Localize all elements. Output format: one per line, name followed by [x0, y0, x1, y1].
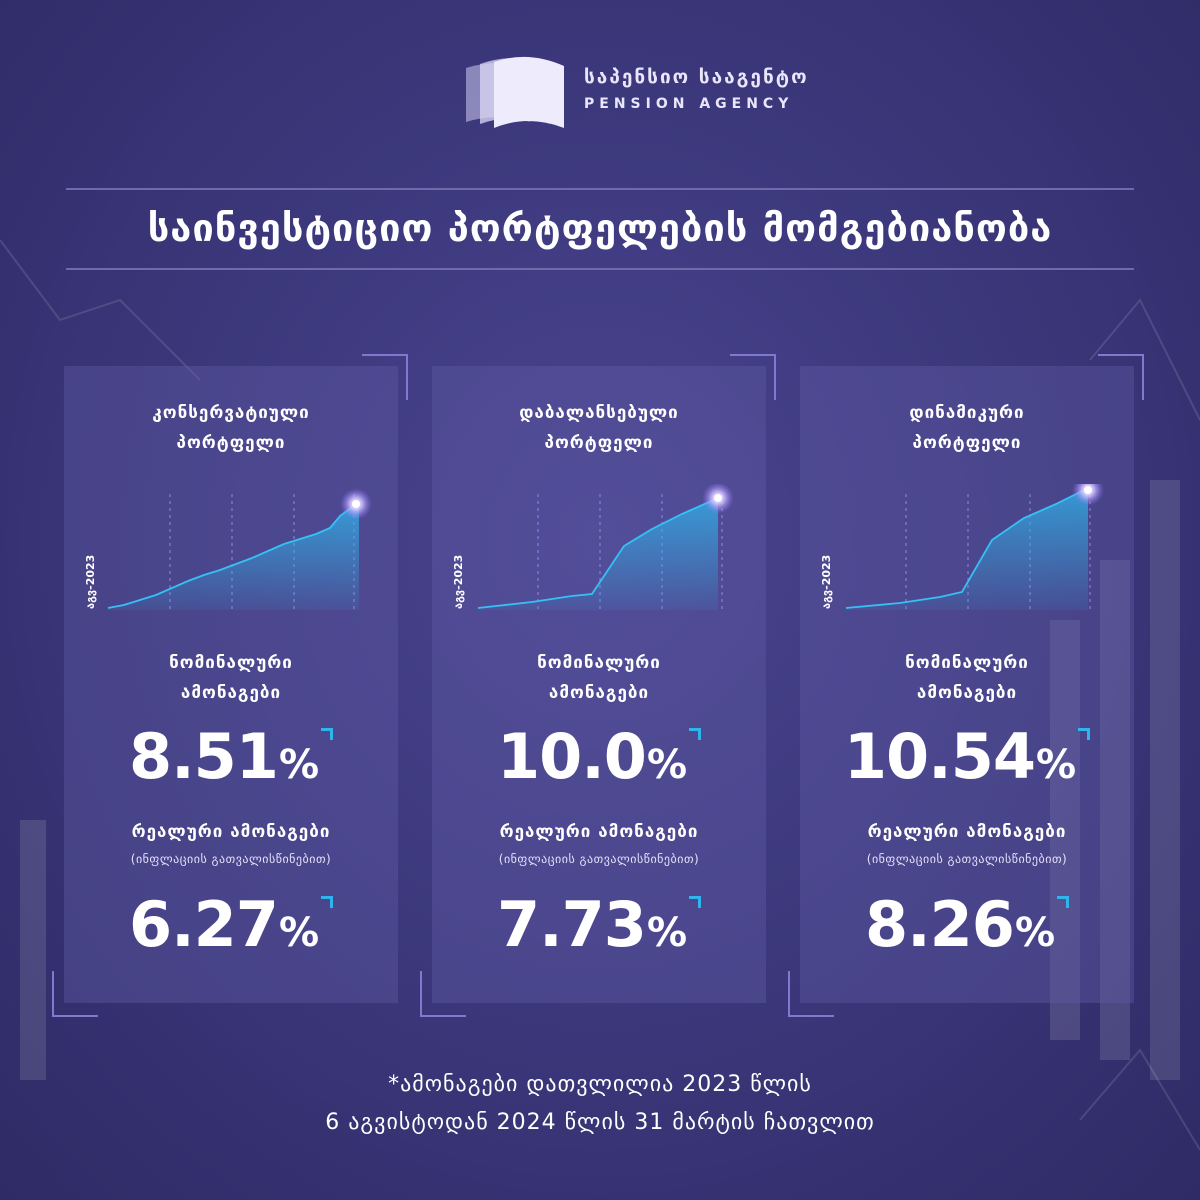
nominal-return-value: 8.51% [64, 726, 398, 788]
footnote-line2: 6 აგვისტოდან 2024 წლის 31 მარტის ჩათვლით [325, 1110, 875, 1135]
real-value-number: 6.27 [128, 888, 279, 961]
pension-agency-logo: საპენსიო სააგენტო PENSION AGENCY [458, 52, 807, 136]
chart-axis-label: აგვ-2023 [84, 555, 97, 609]
portfolio-title: კონსერვატიული პორტფელი [64, 398, 398, 458]
nominal-return-value: 10.54% [800, 726, 1134, 788]
corner-mark-icon [321, 896, 334, 908]
real-value-number: 8.26 [864, 888, 1015, 961]
real-return-value: 7.73% [432, 894, 766, 956]
nominal-return-label: ნომინალური ამონაგები [64, 648, 398, 708]
corner-mark-icon [1078, 728, 1091, 740]
nominal-label-line1: ნომინალური [537, 653, 661, 673]
footnote-line1: *ამონაგები დათვლილია 2023 წლის [388, 1072, 812, 1097]
corner-bracket [1098, 354, 1144, 400]
nominal-value-number: 8.51 [128, 720, 279, 793]
real-return-note: (ინფლაციის გათვალისწინებით) [130, 852, 332, 866]
corner-mark-icon [321, 728, 334, 740]
portfolio-title-line1: კონსერვატიული [152, 403, 310, 423]
real-return-note: (ინფლაციის გათვალისწინებით) [866, 852, 1068, 866]
nominal-return-label: ნომინალური ამონაგები [800, 648, 1134, 708]
corner-bracket [362, 354, 408, 400]
percent-sign: % [646, 910, 688, 956]
real-return-value: 6.27% [64, 894, 398, 956]
portfolio-title-line1: დინამიკური [909, 403, 1025, 423]
percent-sign: % [1014, 910, 1056, 956]
chart-axis-label: აგვ-2023 [820, 555, 833, 609]
portfolio-card-conservative: კონსერვატიული პორტფელი აგვ-2023 ნომინალუ… [52, 354, 408, 1017]
real-return-label: რეალური ამონაგები [499, 822, 699, 842]
portfolio-title: დინამიკური პორტფელი [800, 398, 1134, 458]
growth-chart: აგვ-2023 [820, 484, 1104, 610]
portfolio-title-line2: პორტფელი [912, 433, 1022, 453]
nominal-return-label: ნომინალური ამონაგები [432, 648, 766, 708]
nominal-value-number: 10.54 [843, 720, 1036, 793]
title-rule-top [66, 188, 1134, 190]
chart-axis-label: აგვ-2023 [452, 555, 465, 609]
nominal-label-line2: ამონაგები [180, 683, 282, 703]
logo-mark-icon [466, 56, 564, 128]
real-return-value: 8.26% [800, 894, 1134, 956]
corner-mark-icon [689, 896, 702, 908]
footnote: *ამონაგები დათვლილია 2023 წლის 6 აგვისტო… [60, 1066, 1140, 1142]
portfolio-card-dynamic: დინამიკური პორტფელი აგვ-2023 ნომინალური … [788, 354, 1144, 1017]
portfolio-title: დაბალანსებული პორტფელი [432, 398, 766, 458]
portfolio-title-line2: პორტფელი [544, 433, 654, 453]
page-title: საინვესტიციო პორტფელების მომგებიანობა [147, 206, 1053, 250]
nominal-label-line1: ნომინალური [905, 653, 1029, 673]
growth-chart: აგვ-2023 [452, 484, 734, 610]
corner-bracket [788, 971, 834, 1017]
nominal-value-number: 10.0 [496, 720, 647, 793]
corner-mark-icon [689, 728, 702, 740]
portfolio-title-line2: პორტფელი [176, 433, 286, 453]
growth-chart: აგვ-2023 [84, 488, 372, 610]
real-return-label: რეალური ამონაგები [867, 822, 1067, 842]
nominal-label-line2: ამონაგები [916, 683, 1018, 703]
portfolio-card-balanced: დაბალანსებული პორტფელი აგვ-2023 ნომინალუ… [420, 354, 776, 1017]
nominal-label-line1: ნომინალური [169, 653, 293, 673]
percent-sign: % [646, 742, 688, 788]
percent-sign: % [278, 910, 320, 956]
title-rule-bottom [66, 268, 1134, 270]
logo-name-english: PENSION AGENCY [584, 96, 794, 112]
real-value-number: 7.73 [496, 888, 647, 961]
real-return-note: (ინფლაციის გათვალისწინებით) [498, 852, 700, 866]
portfolio-title-line1: დაბალანსებული [519, 403, 679, 423]
nominal-return-value: 10.0% [432, 726, 766, 788]
percent-sign: % [1036, 742, 1077, 788]
corner-mark-icon [1057, 896, 1070, 908]
corner-bracket [730, 354, 776, 400]
real-return-label: რეალური ამონაგები [131, 822, 331, 842]
corner-bracket [420, 971, 466, 1017]
percent-sign: % [278, 742, 320, 788]
nominal-label-line2: ამონაგები [548, 683, 650, 703]
corner-bracket [52, 971, 98, 1017]
logo-name-georgian: საპენსიო სააგენტო [584, 66, 809, 88]
